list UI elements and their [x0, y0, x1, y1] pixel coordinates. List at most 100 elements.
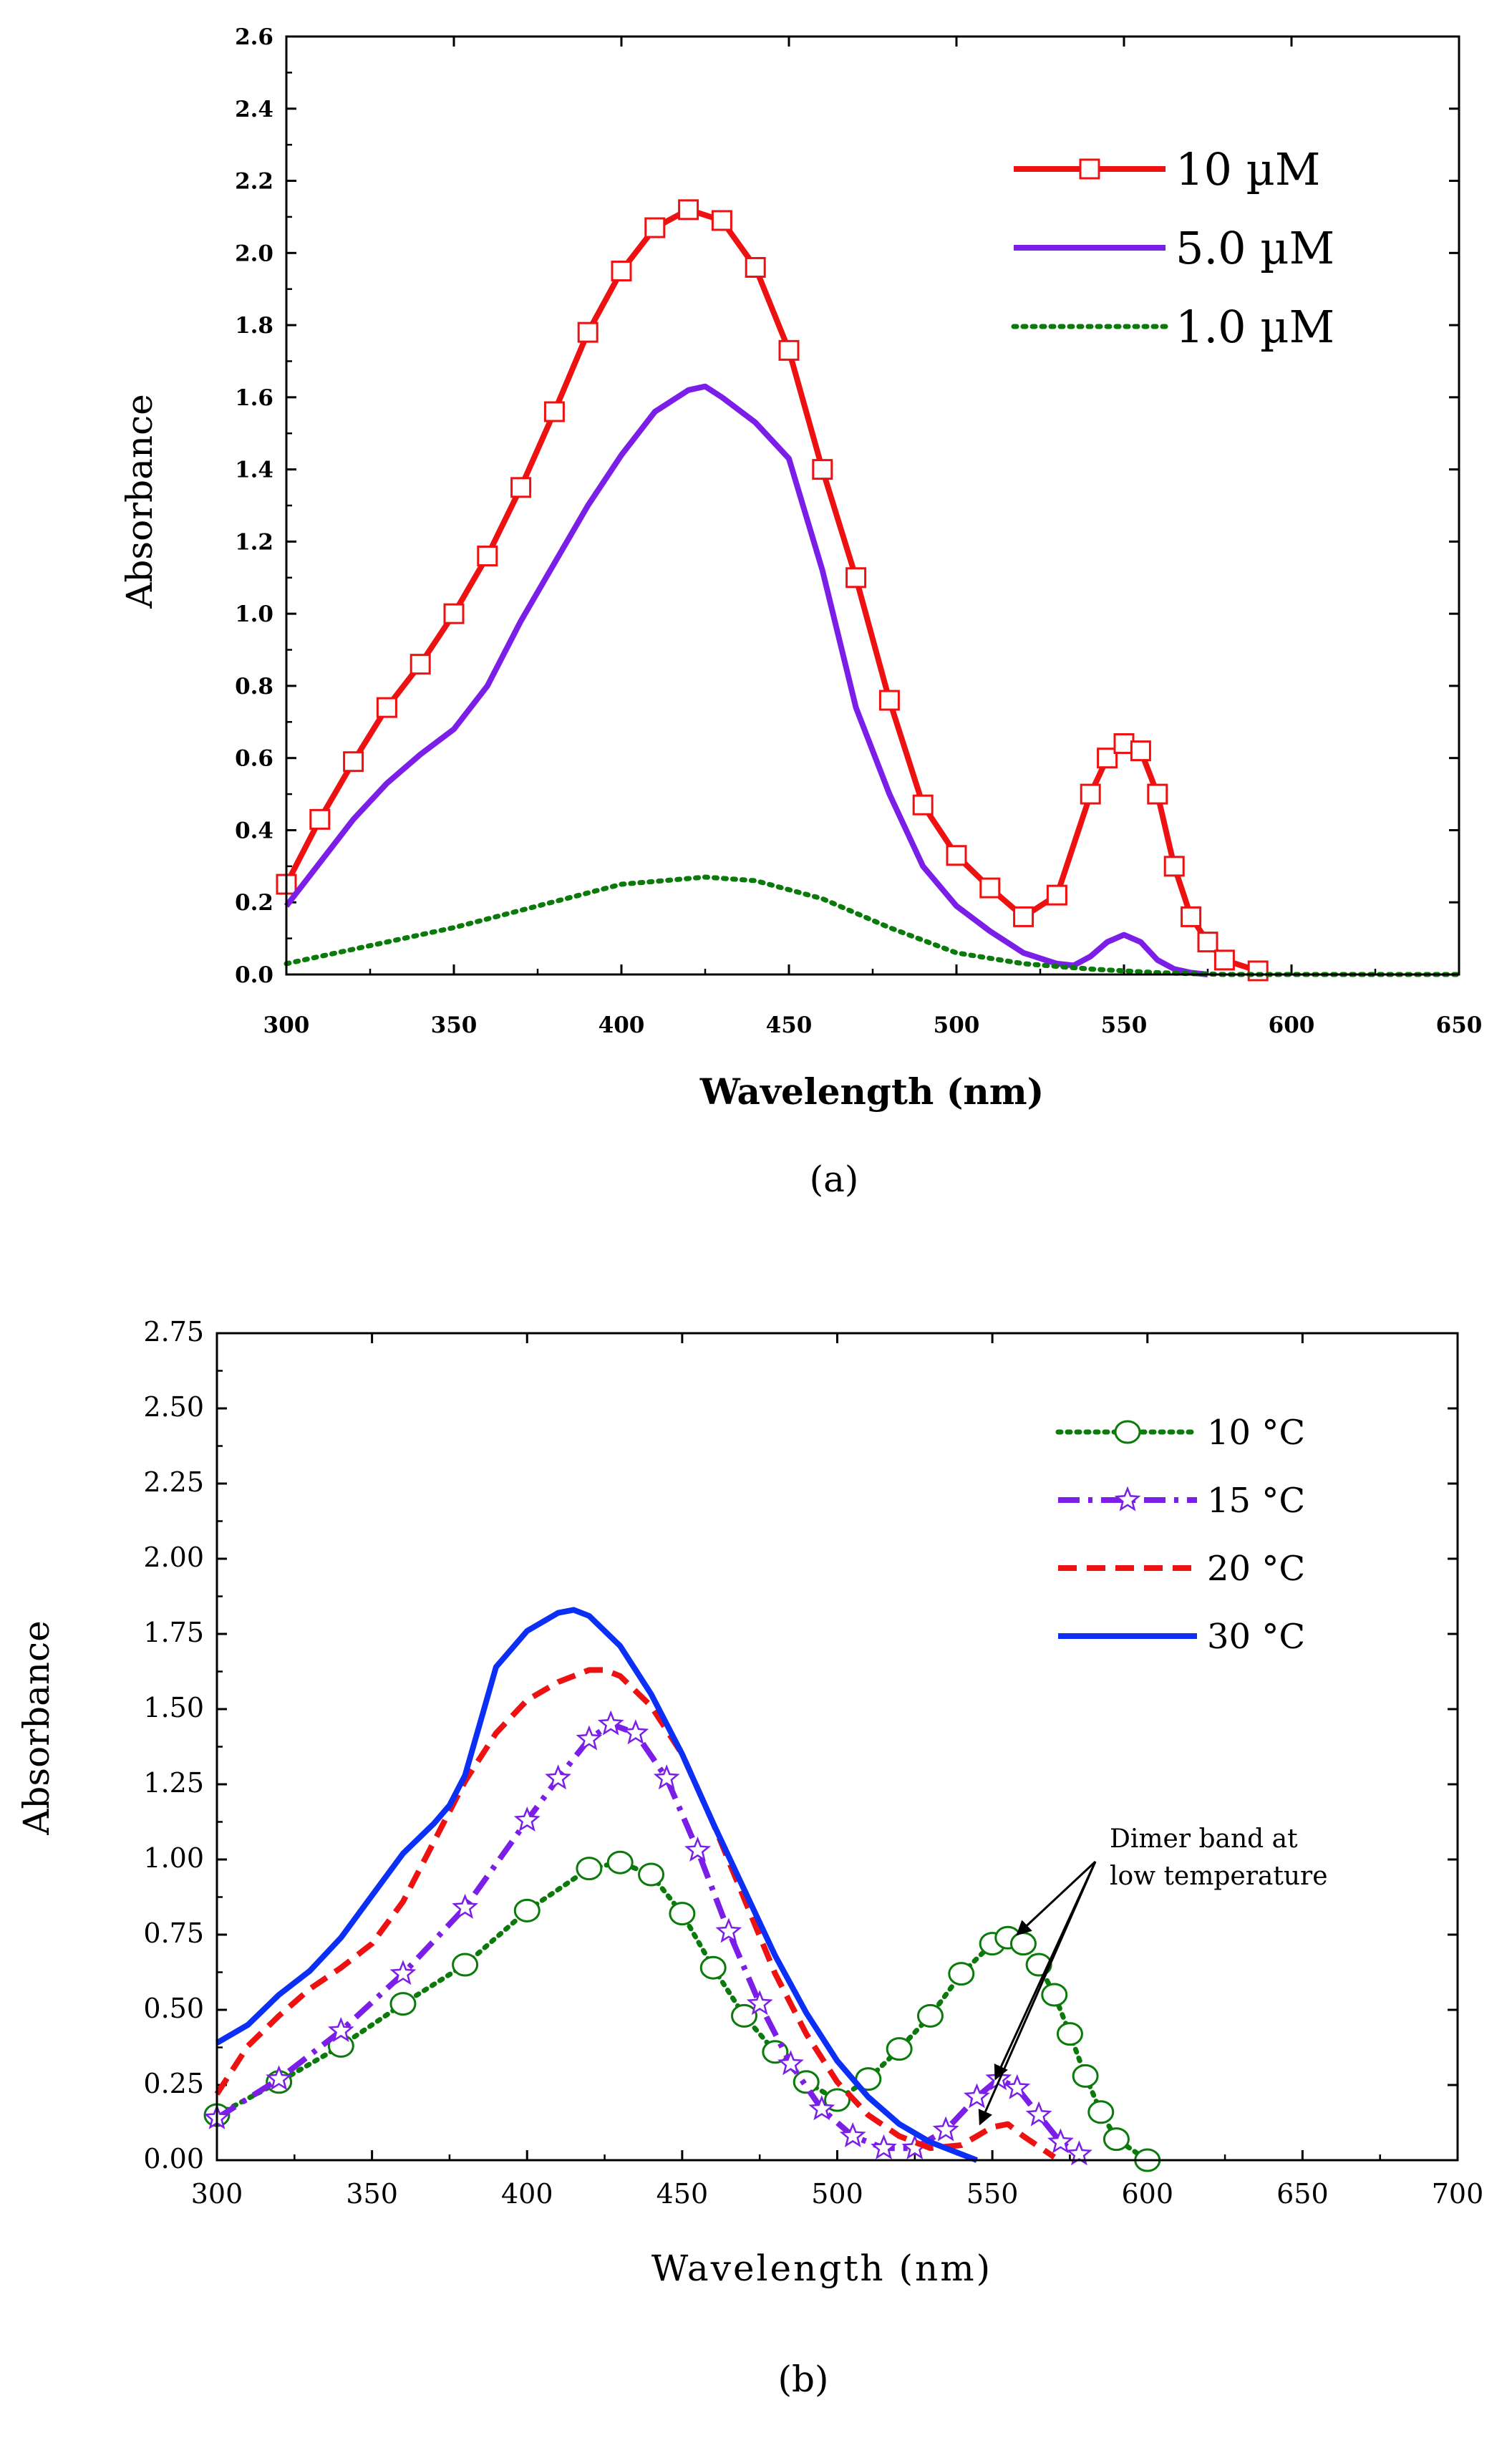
legend-label-a-0: 10 µM	[1176, 143, 1320, 195]
data-point-b-1	[746, 1990, 773, 2016]
y-tick-label-b: 0.00	[143, 2143, 204, 2175]
series-line-a-0	[284, 206, 1259, 974]
y-tick-label-a: 1.2	[235, 529, 273, 555]
y-tick-label-a: 0.0	[235, 962, 273, 988]
data-point-b-0	[886, 2037, 913, 2061]
y-tick-label-a: 1.6	[235, 385, 273, 411]
series-line-a-2	[284, 874, 1462, 977]
data-point-b-1	[576, 1725, 603, 1751]
data-point-b-1	[513, 1806, 541, 1832]
x-tick-label-b: 400	[501, 2178, 553, 2210]
data-point-b-1	[622, 1719, 649, 1745]
chart-panel-b: 300 350 400 450 500 550 600 650 700 0.00 0.25 0.50 0…	[16, 1316, 1483, 2400]
x-tick-label-a: 450	[766, 1012, 813, 1038]
data-point-a-0	[309, 808, 331, 830]
tick-labels-a: 300 350 400 450 500 550 600 650 0.0 0.2 0.4 0.6 0.8 1…	[235, 24, 1482, 1038]
legend-marker-b-0	[1114, 1420, 1141, 1444]
data-point-b-0	[1009, 1932, 1037, 1956]
y-tick-label-b: 1.00	[143, 1842, 204, 1874]
data-point-a-0	[979, 877, 1001, 899]
y-tick-label-b: 0.75	[143, 1917, 204, 1949]
x-tick-label-a: 400	[598, 1012, 645, 1038]
data-point-a-0	[1147, 783, 1168, 805]
data-point-a-0	[878, 690, 900, 711]
data-point-a-0	[678, 199, 699, 221]
x-tick-label-a: 300	[263, 1012, 310, 1038]
data-point-a-0	[946, 845, 967, 866]
data-point-a-0	[510, 477, 532, 498]
x-tick-label-b: 450	[656, 2178, 709, 2210]
data-point-b-0	[513, 1898, 541, 1922]
data-point-a-0	[477, 546, 498, 567]
data-point-b-0	[638, 1862, 665, 1887]
data-point-b-0	[452, 1953, 479, 1977]
legend-label-a-1: 5.0 µM	[1176, 222, 1334, 274]
annotation-line-1: Dimer band at	[1110, 1824, 1298, 1854]
data-point-a-0	[778, 339, 800, 361]
data-point-a-0	[1213, 949, 1235, 971]
data-point-b-1	[839, 2122, 866, 2148]
data-point-b-1	[871, 2134, 897, 2159]
data-point-b-1	[715, 1917, 742, 1943]
data-point-a-0	[711, 210, 732, 231]
data-point-b-0	[1072, 2064, 1099, 2088]
data-point-a-0	[410, 654, 431, 675]
y-tick-label-b: 2.50	[143, 1391, 204, 1423]
data-point-a-0	[1113, 733, 1135, 755]
legend-label-b-1: 15 °C	[1207, 1481, 1305, 1521]
x-tick-label-b: 350	[346, 2178, 398, 2210]
data-point-b-0	[1056, 2022, 1083, 2046]
y-tick-label-b: 2.25	[143, 1466, 204, 1498]
data-point-b-0	[916, 2003, 944, 2028]
data-point-b-1	[545, 1764, 572, 1790]
y-tick-label-a: 0.6	[235, 746, 273, 772]
series-line-b-2	[214, 1667, 1057, 2160]
data-point-a-0	[912, 794, 934, 816]
legend-label-b-0: 10 °C	[1207, 1413, 1305, 1453]
data-point-b-1	[653, 1764, 680, 1790]
data-point-b-0	[1102, 2127, 1130, 2152]
data-point-b-0	[606, 1850, 634, 1875]
x-tick-label-a: 600	[1269, 1012, 1315, 1038]
y-tick-label-a: 1.0	[235, 601, 273, 627]
series-line-b-3	[215, 1607, 978, 2163]
data-point-a-0	[611, 261, 632, 281]
plot-frame-a	[285, 35, 1460, 976]
legend-label-a-2: 1.0 µM	[1176, 301, 1334, 353]
legend-b: 10 °C 15 °C 20 °C 30 °C	[1055, 1413, 1305, 1657]
data-point-b-0	[576, 1857, 603, 1881]
data-point-b-1	[777, 2050, 804, 2076]
axis-ticks-b	[215, 1332, 1459, 2162]
x-tick-label-b: 500	[811, 2178, 863, 2210]
x-tick-label-a: 350	[431, 1012, 478, 1038]
y-tick-label-a: 2.6	[235, 24, 273, 50]
data-point-b-0	[948, 1962, 975, 1986]
chart-panel-a: 300 350 400 450 500 550 600 650 0.0 0.2 0.4 0.6 0.8 1…	[119, 24, 1482, 1200]
y-tick-label-a: 0.8	[235, 674, 273, 700]
series-line-b-1	[215, 1721, 1081, 2157]
data-point-b-1	[963, 2083, 990, 2109]
data-point-b-1	[1004, 2074, 1031, 2099]
data-point-a-0	[1163, 856, 1185, 877]
y-tick-label-b: 1.75	[143, 1617, 204, 1648]
plot-frame-b	[215, 1332, 1459, 2162]
annotation-arrow-2	[978, 1861, 1097, 2126]
x-axis-label-b: Wavelength (nm)	[651, 2248, 992, 2289]
y-tick-label-b: 1.50	[143, 1692, 204, 1723]
data-point-a-0	[343, 751, 364, 773]
x-tick-label-b: 650	[1276, 2178, 1329, 2210]
data-point-a-0	[1080, 783, 1101, 805]
data-point-a-0	[1013, 906, 1034, 927]
x-axis-label-a: Wavelength (nm)	[699, 1070, 1045, 1113]
data-point-a-0	[1097, 748, 1118, 769]
legend-marker-b-1	[1114, 1486, 1141, 1511]
data-point-b-1	[389, 1960, 417, 1985]
x-tick-label-a: 500	[934, 1012, 980, 1038]
data-point-a-0	[845, 567, 867, 589]
y-tick-label-a: 2.2	[235, 169, 273, 195]
annotation-arrow-0	[1016, 1860, 1097, 1936]
y-tick-label-a: 0.4	[235, 818, 273, 843]
y-tick-label-b: 2.75	[143, 1316, 204, 1348]
data-point-b-1	[452, 1893, 478, 1919]
